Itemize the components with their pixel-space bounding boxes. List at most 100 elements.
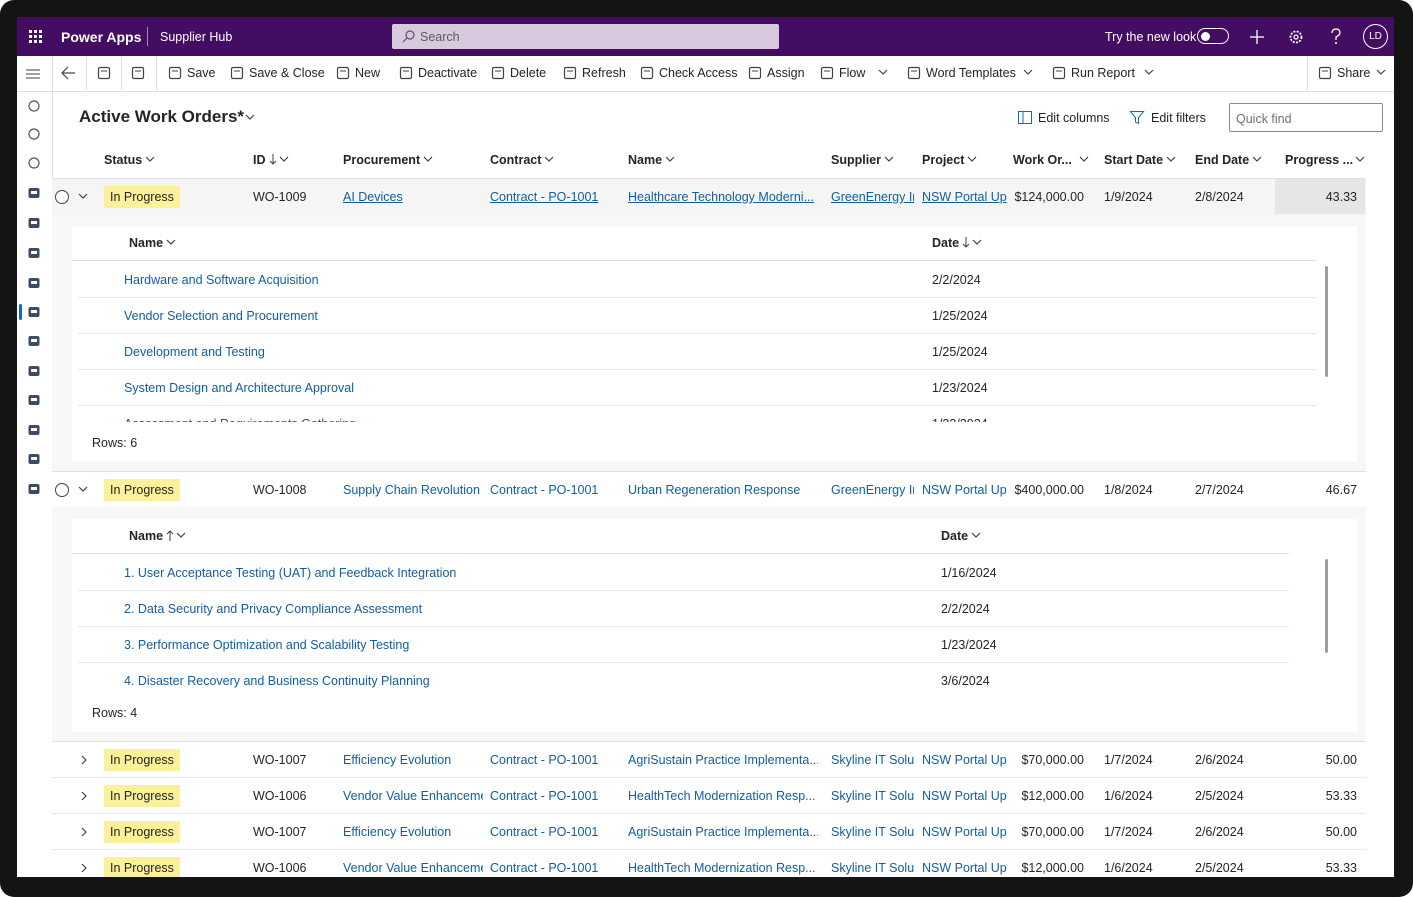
chevron[interactable] [81, 863, 89, 873]
link-cell[interactable]: AgriSustain Practice Implementa... [628, 753, 818, 767]
nav-item[interactable] [28, 128, 40, 140]
chevron[interactable] [78, 486, 88, 495]
command-icon[interactable] [491, 66, 505, 80]
command-button[interactable]: New [355, 66, 381, 80]
command-icon[interactable] [640, 66, 654, 80]
chevron[interactable] [967, 156, 977, 165]
edit-columns-button[interactable]: Edit columns [1038, 111, 1110, 125]
link-cell[interactable]: NSW Portal Up [922, 789, 1007, 803]
site-name[interactable]: Supplier Hub [160, 30, 233, 44]
command-button[interactable]: Save & Close [249, 66, 325, 80]
chevron[interactable] [78, 193, 88, 202]
link-cell[interactable]: NSW Portal Up [922, 861, 1007, 875]
command-icon[interactable] [563, 66, 577, 80]
chevron[interactable] [176, 532, 186, 541]
view-title[interactable]: Active Work Orders* [79, 107, 245, 126]
column-header[interactable]: End Date [1195, 153, 1250, 167]
grid-row[interactable] [52, 814, 1366, 850]
grid-row[interactable] [52, 778, 1366, 814]
app-launcher[interactable] [29, 30, 43, 44]
subgrid-link[interactable]: 4. Disaster Recovery and Business Contin… [124, 674, 430, 688]
link-cell[interactable]: NSW Portal Up [922, 825, 1007, 839]
toggle[interactable] [1197, 28, 1229, 44]
grid-row[interactable] [52, 472, 1366, 508]
command-icon[interactable] [907, 66, 921, 80]
link-cell[interactable]: GreenEnergy In [831, 483, 914, 497]
subgrid-column-header[interactable]: Date [941, 529, 969, 543]
chevron[interactable] [1252, 156, 1262, 165]
nav-item[interactable] [28, 424, 40, 436]
link-cell[interactable]: Contract - PO-1001 [490, 861, 599, 875]
link-cell[interactable]: NSW Portal Up [922, 753, 1007, 767]
command-icon[interactable] [748, 66, 762, 80]
add-button[interactable] [1250, 30, 1264, 44]
avatar[interactable]: LD [1363, 24, 1388, 49]
chevron[interactable] [1376, 69, 1386, 78]
link-cell[interactable]: GreenEnergy In [831, 190, 914, 204]
chevron[interactable] [423, 156, 433, 165]
chevron[interactable] [665, 156, 675, 165]
command-icon[interactable] [168, 66, 182, 80]
link-cell[interactable]: NSW Portal Up [922, 483, 1007, 497]
nav-item[interactable] [28, 483, 40, 495]
link-cell[interactable]: Vendor Value Enhanceme [343, 789, 483, 803]
subgrid-column-header[interactable]: Name [129, 529, 164, 543]
link-cell[interactable]: Contract - PO-1001 [490, 190, 599, 204]
link-cell[interactable]: Skyline IT Solut [831, 753, 914, 767]
chevron[interactable] [245, 114, 255, 123]
link-cell[interactable]: Contract - PO-1001 [490, 753, 599, 767]
subgrid-link[interactable]: 2. Data Security and Privacy Compliance … [124, 602, 423, 616]
subgrid-column-header[interactable]: Name [129, 236, 164, 250]
chevron[interactable] [1166, 156, 1176, 165]
command-button[interactable]: Delete [510, 66, 547, 80]
command-button[interactable]: Save [187, 66, 216, 80]
link-cell[interactable]: Healthcare Technology Moderni... [628, 190, 814, 204]
link-cell[interactable]: Contract - PO-1001 [490, 789, 599, 803]
nav-item[interactable] [28, 365, 40, 377]
column-header[interactable]: Work Or... [1013, 153, 1072, 167]
row-checkbox[interactable] [55, 483, 69, 497]
command-button[interactable]: Flow [839, 66, 866, 80]
command-button[interactable]: Refresh [582, 66, 626, 80]
settings-button[interactable] [1289, 30, 1303, 44]
help-button[interactable] [1330, 28, 1342, 45]
command-icon[interactable] [820, 66, 834, 80]
chevron[interactable] [81, 827, 89, 837]
chevron[interactable] [145, 156, 155, 165]
grid-row[interactable] [52, 742, 1366, 778]
link-cell[interactable]: Skyline IT Solut [831, 825, 914, 839]
subgrid-column-header[interactable]: Date [932, 236, 960, 250]
column-header[interactable]: Project [922, 153, 965, 167]
nav-item[interactable] [28, 217, 40, 229]
subgrid-link[interactable]: Assessment and Requirements Gathering [124, 414, 356, 422]
row-checkbox[interactable] [55, 190, 69, 204]
grid-row[interactable] [52, 850, 1366, 877]
nav-item[interactable] [28, 187, 40, 199]
nav-item[interactable] [28, 453, 40, 465]
link-cell[interactable]: Efficiency Evolution [343, 825, 452, 839]
link-cell[interactable]: Urban Regeneration Response [628, 483, 801, 497]
record-button[interactable] [97, 66, 111, 80]
column-header[interactable]: ID [253, 153, 266, 167]
subgrid-link[interactable]: Vendor Selection and Procurement [124, 309, 318, 323]
chevron[interactable] [1079, 156, 1089, 165]
quick-find[interactable]: Quick find [1229, 103, 1383, 132]
chevron[interactable] [1144, 69, 1154, 78]
command-icon[interactable] [230, 66, 244, 80]
column-header[interactable]: Start Date [1104, 153, 1164, 167]
command-icon[interactable] [399, 66, 413, 80]
chevron[interactable] [81, 755, 89, 765]
command-button[interactable]: Share [1337, 66, 1371, 80]
command-icon[interactable] [336, 66, 350, 80]
chevron[interactable] [878, 69, 888, 78]
column-header[interactable]: Name [628, 153, 663, 167]
command-button[interactable]: Assign [767, 66, 805, 80]
link-cell[interactable]: Supply Chain Revolution [343, 483, 480, 497]
nav-item[interactable] [28, 247, 40, 259]
nav-item[interactable] [28, 306, 40, 318]
command-button[interactable]: Word Templates [926, 66, 1016, 80]
command-button[interactable]: Check Access [659, 66, 738, 80]
nav-item[interactable] [28, 157, 40, 169]
chevron[interactable] [1355, 156, 1365, 165]
chevron[interactable] [972, 239, 982, 248]
